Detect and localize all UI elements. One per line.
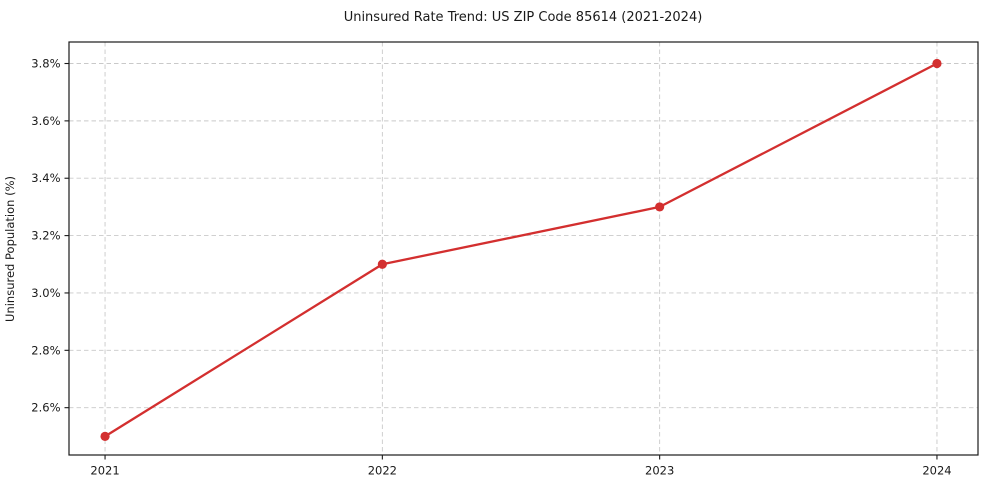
- axes-frame: [68, 41, 979, 456]
- series-layer: [100, 58, 942, 441]
- y-tick-label: 2.6%: [31, 401, 60, 415]
- y-axis-label: Uninsured Population (%): [3, 176, 17, 322]
- data-point-2021: [100, 431, 110, 441]
- y-tick-label: 3.6%: [31, 114, 60, 128]
- y-tick-label: 3.0%: [31, 286, 60, 300]
- x-tick-label: 2023: [645, 464, 674, 478]
- y-tick-label: 3.2%: [31, 229, 60, 243]
- axis-layer: 2.6% 2.8% 3.0% 3.2% 3.4% 3.6% 3.8% 2021 2022 2023…: [31, 41, 979, 478]
- y-tick-label: 2.8%: [31, 343, 60, 357]
- y-tick-label: 3.8%: [31, 57, 60, 71]
- data-point-2024: [932, 58, 942, 69]
- data-point-2022: [377, 259, 387, 269]
- y-tick-label: 3.4%: [31, 171, 60, 185]
- x-tick-label: 2022: [368, 464, 397, 478]
- trend-line: [103, 62, 939, 438]
- x-tick-label: 2024: [922, 464, 951, 478]
- data-point-2023: [655, 202, 665, 212]
- chart-title: Uninsured Rate Trend: US ZIP Code 85614 …: [344, 10, 703, 25]
- grid-layer: [69, 42, 978, 455]
- x-tick-label: 2021: [90, 464, 119, 478]
